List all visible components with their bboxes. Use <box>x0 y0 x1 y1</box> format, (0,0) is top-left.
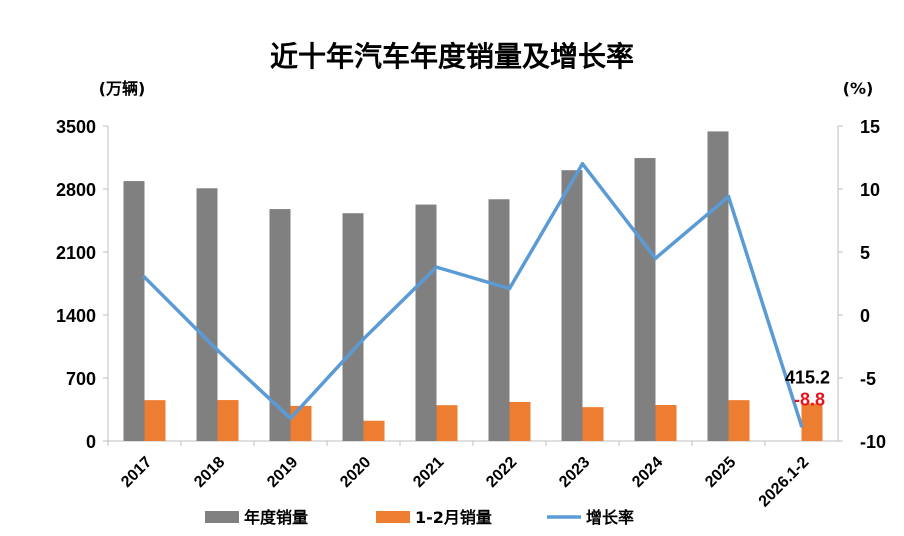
growth-rate-point <box>142 275 147 280</box>
left-tick-label: 0 <box>86 432 96 452</box>
x-tick-label: 2017 <box>118 454 155 491</box>
bar-annual-sales <box>123 181 145 441</box>
bar-annual-sales <box>634 158 656 442</box>
growth-rate-point <box>434 265 439 269</box>
chart-title: 近十年汽车年度销量及增长率 <box>270 40 634 73</box>
bar-jan-feb-sales <box>290 405 312 441</box>
bar-annual-sales <box>196 188 218 441</box>
right-tick-label: 0 <box>860 306 870 326</box>
left-tick-label: 2100 <box>56 243 96 263</box>
bar-jan-feb-sales <box>801 403 823 441</box>
legend-swatch-jan-feb-sales <box>376 511 410 523</box>
x-tick-label: 2019 <box>264 454 301 491</box>
legend-label-growth-rate: 增长率 <box>586 508 634 527</box>
data-label-jan-feb-2026: 415.2 <box>785 368 830 388</box>
data-label-rate-2026: -8.8 <box>794 390 825 410</box>
legend: 年度销量 1-2月销量 增长率 <box>205 508 634 527</box>
legend-label-jan-feb-sales: 1-2月销量 <box>415 508 492 527</box>
x-tick-label: 2024 <box>629 454 666 491</box>
bar-jan-feb-sales <box>144 400 166 441</box>
left-tick-label: 700 <box>66 369 96 389</box>
bar-annual-sales <box>415 204 437 441</box>
bars-layer <box>123 131 823 442</box>
growth-rate-point <box>361 337 366 341</box>
growth-line-layer <box>142 162 804 428</box>
bar-annual-sales <box>488 199 510 441</box>
right-axis-unit: (%) <box>843 79 874 98</box>
bar-jan-feb-sales <box>217 400 239 441</box>
x-tick-label: 2026.1-2 <box>756 454 813 511</box>
x-tick-label: 2018 <box>191 454 228 491</box>
growth-rate-point <box>507 286 512 291</box>
x-tick-label: 2023 <box>556 454 593 491</box>
right-tick-label: -10 <box>860 432 886 452</box>
left-tick-label: 3500 <box>56 117 96 137</box>
growth-rate-point <box>288 416 293 421</box>
left-tick-label: 1400 <box>56 306 96 326</box>
x-tick-label: 2025 <box>702 454 739 491</box>
right-tick-label: 15 <box>860 117 880 137</box>
bar-jan-feb-sales <box>436 405 458 441</box>
growth-rate-line <box>143 162 804 427</box>
bar-annual-sales <box>342 213 364 441</box>
growth-rate-point <box>799 424 804 428</box>
x-tick-label: 2021 <box>410 454 447 491</box>
growth-rate-point <box>726 194 731 199</box>
data-labels-layer: 415.2-8.8 <box>785 368 830 410</box>
bar-annual-sales <box>707 131 729 441</box>
right-tick-label: -5 <box>860 369 876 389</box>
x-tick-label: 2022 <box>483 454 520 491</box>
right-tick-label: 5 <box>860 243 870 263</box>
growth-rate-point <box>653 256 658 261</box>
growth-rate-point <box>580 162 585 166</box>
bar-annual-sales <box>269 209 291 441</box>
legend-swatch-annual-sales <box>205 511 239 523</box>
legend-label-annual-sales: 年度销量 <box>244 508 308 527</box>
bar-jan-feb-sales <box>363 420 385 441</box>
growth-rate-point <box>215 348 220 353</box>
x-tick-label: 2020 <box>337 454 374 491</box>
bar-jan-feb-sales <box>655 405 677 441</box>
right-tick-label: 10 <box>860 180 880 200</box>
bar-jan-feb-sales <box>582 407 604 441</box>
bar-annual-sales <box>561 170 583 441</box>
bar-jan-feb-sales <box>509 401 531 441</box>
left-tick-label: 2800 <box>56 180 96 200</box>
bar-jan-feb-sales <box>728 400 750 441</box>
left-axis-unit: (万辆) <box>99 79 146 98</box>
